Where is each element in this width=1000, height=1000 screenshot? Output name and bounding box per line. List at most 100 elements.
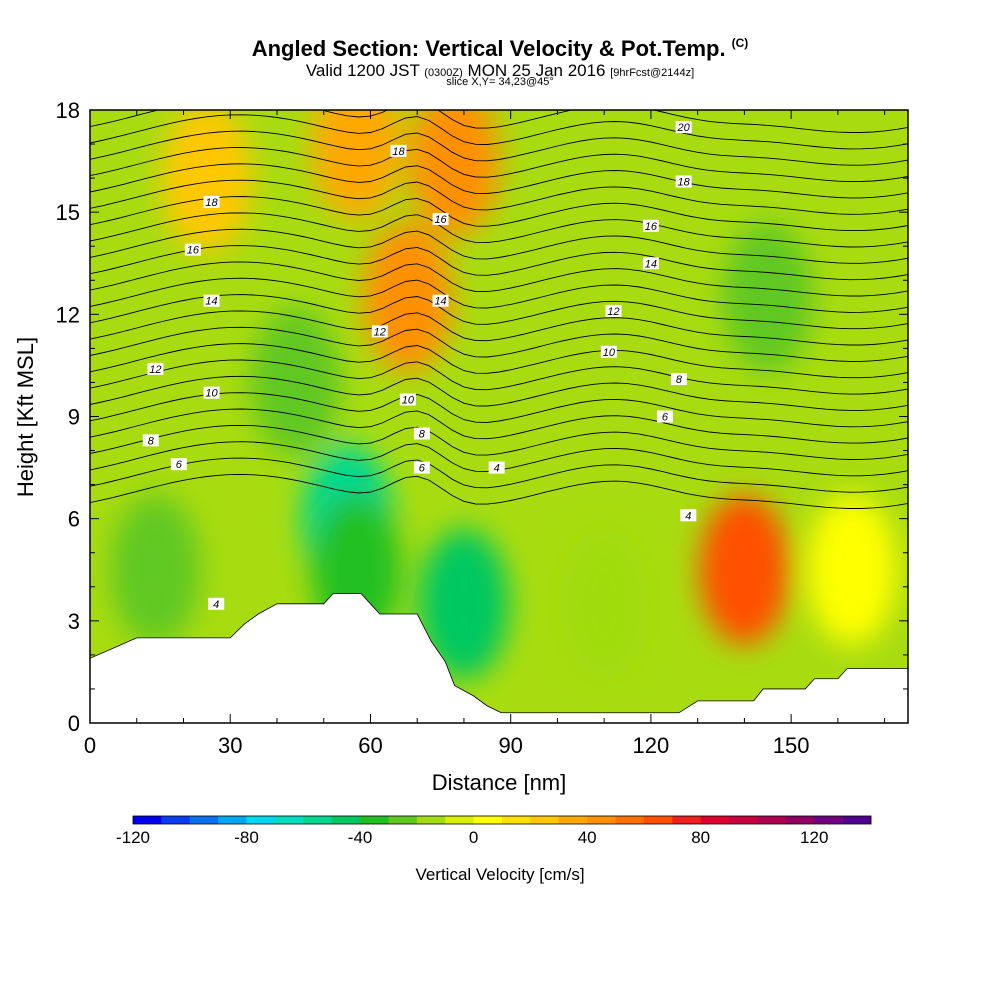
contour-label: 6 — [413, 461, 430, 475]
colorbar-swatch — [473, 816, 503, 824]
svg-text:16: 16 — [187, 245, 200, 257]
colorbar-swatch — [189, 816, 219, 824]
colorbar-tick-label: 120 — [800, 828, 828, 847]
colorbar-swatch — [360, 816, 389, 824]
colorbar-swatch — [161, 816, 191, 824]
colorbar-swatch — [502, 816, 531, 824]
contour-label: 8 — [142, 434, 159, 447]
isentrope-line — [90, 424, 908, 460]
terrain — [90, 593, 908, 723]
svg-text:4: 4 — [685, 510, 691, 522]
svg-text:10: 10 — [205, 388, 218, 400]
svg-text:18: 18 — [678, 177, 691, 189]
subtitle-date: MON 25 Jan 2016 — [467, 61, 606, 80]
y-tick-label: 12 — [56, 302, 80, 327]
svg-text:16: 16 — [645, 221, 658, 233]
colorbar-swatch — [814, 816, 843, 824]
contour-label: 8 — [670, 373, 687, 386]
svg-text:12: 12 — [607, 306, 619, 318]
contour-label: 12 — [605, 304, 622, 318]
contour-label: 4 — [488, 461, 505, 475]
velocity-cell-1 — [161, 110, 252, 254]
colorbar-swatch — [729, 816, 758, 824]
svg-text:20: 20 — [677, 122, 691, 134]
colorbar-tick-label: 0 — [469, 828, 478, 847]
contour-label: 14 — [203, 294, 220, 308]
isentrope-line — [90, 163, 908, 199]
plot-area: 18 16 14 12 10 8 6 4 18 16 14 12 10 8 6 4 20 18 16 14 12 10 8 6… — [90, 110, 908, 723]
svg-text:8: 8 — [148, 435, 155, 447]
isentrope-line — [90, 110, 908, 133]
x-axis-label: Distance [nm] — [432, 770, 567, 795]
velocity-cell-9 — [559, 528, 650, 679]
contour-label: 18 — [390, 144, 407, 158]
isentrope-line — [90, 294, 908, 330]
colorbar-tick-label: -120 — [116, 828, 150, 847]
x-tick-label: 60 — [358, 733, 382, 758]
isentrope-line — [90, 212, 908, 248]
y-tick-label: 9 — [68, 405, 80, 430]
y-axis-label: Height [Kft MSL] — [13, 337, 38, 497]
svg-text:10: 10 — [402, 394, 415, 406]
velocity-cell-11 — [722, 222, 813, 373]
isentrope-line — [90, 310, 908, 346]
isentrope-line — [90, 473, 908, 509]
isentrope-line — [90, 343, 908, 379]
slice-info: slice X,Y= 34,23@45° — [446, 76, 554, 88]
colorbar-swatch — [842, 816, 872, 824]
colorbar-swatch — [530, 816, 560, 824]
contour-label: 10 — [600, 345, 617, 359]
colorbar-swatch — [672, 816, 701, 824]
contour-label: 14 — [432, 294, 449, 308]
svg-text:14: 14 — [645, 258, 657, 270]
colorbar-swatch — [615, 816, 645, 824]
colorbar-tick-label: -80 — [234, 828, 259, 847]
velocity-cell-8 — [418, 528, 509, 679]
velocity-cell-0 — [110, 494, 201, 645]
subtitle-fcst: [9hrFcst@2144z] — [610, 67, 695, 79]
svg-text:8: 8 — [676, 374, 683, 386]
colorbar-swatch — [700, 816, 730, 824]
colorbar-swatch — [643, 816, 673, 824]
x-tick-label: 150 — [773, 733, 810, 758]
contour-label: 12 — [371, 325, 388, 338]
svg-text:12: 12 — [374, 326, 386, 338]
svg-text:8: 8 — [419, 429, 426, 441]
colorbar-frame — [132, 815, 872, 825]
svg-text:18: 18 — [392, 146, 405, 158]
chart-subtitle: Valid 1200 JST (0300Z) MON 25 Jan 2016 [… — [0, 61, 1000, 81]
colorbar-swatch — [303, 816, 332, 824]
y-tick-label: 6 — [68, 507, 80, 532]
contour-label: 14 — [642, 257, 659, 270]
contour-label: 8 — [413, 427, 430, 441]
colorbar-swatch — [587, 816, 616, 824]
isentrope-line — [90, 196, 908, 232]
contour-label: 12 — [147, 362, 164, 376]
x-tick-label: 120 — [633, 733, 670, 758]
isentrope-line — [90, 359, 908, 395]
contour-label: 16 — [184, 243, 201, 257]
colorbar-swatch — [331, 816, 361, 824]
x-tick-label: 30 — [218, 733, 242, 758]
y-tick-label: 18 — [56, 98, 80, 123]
colorbar-swatch — [558, 816, 588, 824]
isentrope-line — [90, 261, 908, 297]
chart-title: Angled Section: Vertical Velocity & Pot.… — [251, 36, 749, 61]
contour-label: 18 — [203, 195, 220, 209]
contour-label: 6 — [170, 458, 187, 471]
svg-text:16: 16 — [434, 214, 447, 226]
svg-text:6: 6 — [419, 463, 426, 475]
isentrope-line — [90, 245, 908, 281]
isentrope-line — [90, 457, 908, 493]
contour-label: 16 — [432, 212, 449, 226]
velocity-cell-10 — [699, 494, 790, 645]
y-tick-label: 0 — [68, 711, 80, 736]
contour-label: 10 — [203, 386, 220, 400]
title-tag: (C) — [731, 36, 749, 50]
isentrope-line — [90, 130, 908, 166]
colorbar-swatch — [785, 816, 815, 824]
x-tick-label: 90 — [498, 733, 522, 758]
contour-label: 4 — [208, 597, 225, 611]
svg-text:6: 6 — [662, 412, 669, 424]
